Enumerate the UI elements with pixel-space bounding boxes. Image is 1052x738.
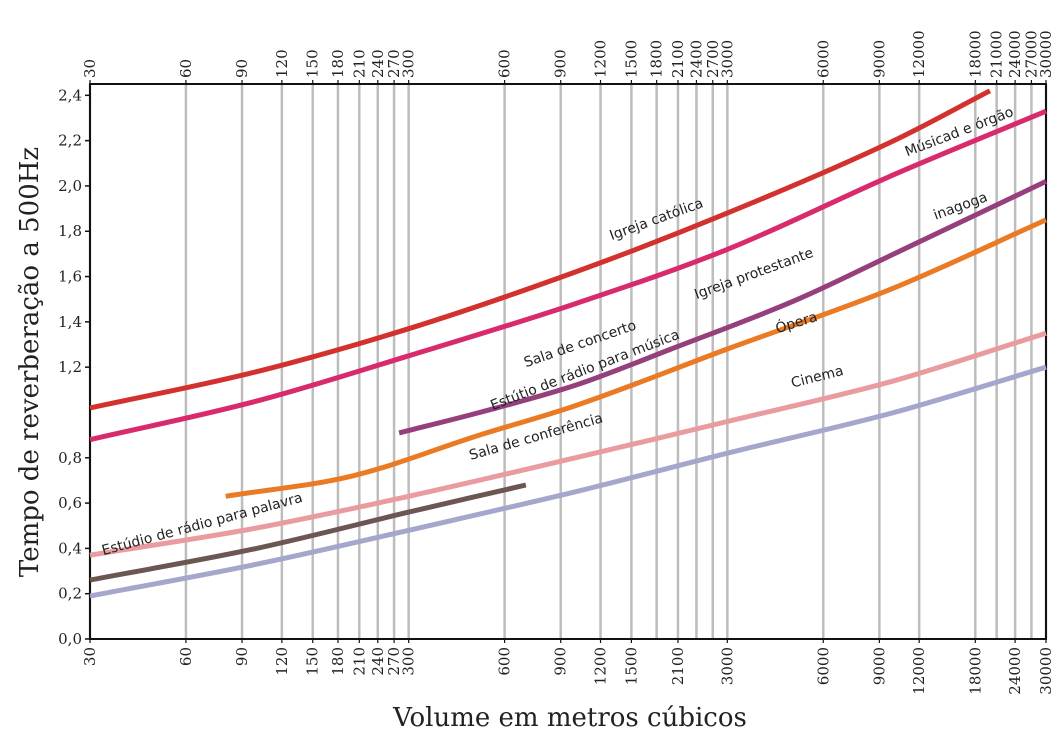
y-tick-label: 0,4 xyxy=(58,539,82,557)
x-tick-label-bottom: 300 xyxy=(400,647,418,676)
x-tick-label-bottom: 2100 xyxy=(669,647,687,685)
x-tick-label-top: 2700 xyxy=(704,40,722,78)
x-tick-label-top: 30000 xyxy=(1037,30,1052,78)
series-line-1 xyxy=(89,108,1047,443)
y-tick-label: 0,2 xyxy=(58,585,82,603)
x-tick-label-top: 18000 xyxy=(966,30,984,78)
x-tick-label-bottom: 60 xyxy=(177,647,195,666)
x-tick-label-bottom: 240 xyxy=(369,647,387,676)
x-tick-label-bottom: 210 xyxy=(350,647,368,676)
x-tick-label-bottom: 90 xyxy=(233,647,251,666)
x-tick-label-bottom: 30000 xyxy=(1037,647,1052,695)
series-lines xyxy=(89,88,1048,599)
x-tick-label-top: 210 xyxy=(350,49,368,78)
y-axis-title: Tempo de reverberação a 500Hz xyxy=(15,147,45,577)
x-tick-label-top: 9000 xyxy=(870,40,888,78)
x-tick-label-top: 150 xyxy=(304,49,322,78)
x-tick-label-top: 1800 xyxy=(648,40,666,78)
x-tick-label-bottom: 150 xyxy=(304,647,322,676)
y-tick-label: 1,4 xyxy=(58,313,82,331)
x-tick-label-top: 1500 xyxy=(622,40,640,78)
x-tick-label-bottom: 1500 xyxy=(622,647,640,685)
x-tick-label-bottom: 120 xyxy=(273,647,291,676)
x-tick-label-top: 60 xyxy=(177,59,195,78)
y-tick-label: 1,6 xyxy=(58,268,82,286)
x-tick-label-bottom: 6000 xyxy=(814,647,832,685)
x-tick-label-bottom: 270 xyxy=(385,647,403,676)
x-tick-label-bottom: 3000 xyxy=(718,647,736,685)
plot-frame xyxy=(89,83,1047,640)
x-axis-title: Volume em metros cúbicos xyxy=(392,703,747,733)
series-label: inagoga xyxy=(931,189,989,223)
vertical-gridlines xyxy=(88,84,1048,639)
x-tick-label-top: 900 xyxy=(552,49,570,78)
y-tick-label: 0,6 xyxy=(58,494,82,512)
x-tick-label-bottom: 24000 xyxy=(1006,647,1024,695)
x-tick-label-top: 21000 xyxy=(988,30,1006,78)
x-tick-label-top: 90 xyxy=(233,59,251,78)
series-line-2 xyxy=(398,179,1048,436)
x-tick-label-top: 2400 xyxy=(687,40,705,78)
x-tick-label-top: 300 xyxy=(400,49,418,78)
x-tick-label-top: 12000 xyxy=(910,30,928,78)
y-tick-label: 1,8 xyxy=(58,222,82,240)
series-line-9 xyxy=(89,482,527,583)
x-tick-label-bottom: 18000 xyxy=(966,647,984,695)
x-tick-label-top: 120 xyxy=(273,49,291,78)
x-tick-label-top: 27000 xyxy=(1022,30,1040,78)
series-line-6 xyxy=(225,217,1048,499)
x-tick-label-top: 240 xyxy=(369,49,387,78)
series-label: Cinema xyxy=(789,363,845,391)
x-tick-label-bottom: 900 xyxy=(552,647,570,676)
y-axis-ticks: 0,0 0,2 0,4 0,6 0,8 1,2 1,4 1,6 1,8 2,0 2,2 2,4 xyxy=(58,86,90,648)
y-tick-label: 0,0 xyxy=(58,630,82,648)
series-line-7 xyxy=(89,330,1047,558)
x-tick-label-bottom: 1200 xyxy=(592,647,610,685)
series-label: Ópera xyxy=(773,307,819,337)
x-tick-label-top: 24000 xyxy=(1006,30,1024,78)
x-tick-label-top: 270 xyxy=(385,49,403,78)
x-tick-label-top: 6000 xyxy=(814,40,832,78)
x-tick-label-top: 2100 xyxy=(669,40,687,78)
x-tick-label-bottom: 12000 xyxy=(910,647,928,695)
x-tick-label-top: 30 xyxy=(81,59,99,78)
x-tick-label-top: 1200 xyxy=(592,40,610,78)
x-tick-label-bottom: 600 xyxy=(496,647,514,676)
y-tick-label: 2,4 xyxy=(58,86,82,104)
x-tick-label-bottom: 9000 xyxy=(870,647,888,685)
y-tick-label: 1,2 xyxy=(58,358,82,376)
x-tick-label-top: 180 xyxy=(329,49,347,78)
x-tick-label-top: 3000 xyxy=(718,40,736,78)
x-tick-label-bottom: 30 xyxy=(81,647,99,666)
y-tick-label: 2,0 xyxy=(58,177,82,195)
y-tick-label: 0,8 xyxy=(58,449,82,467)
series-line-8 xyxy=(89,364,1047,599)
x-tick-label-bottom: 180 xyxy=(329,647,347,676)
series-line-0 xyxy=(89,88,992,411)
y-tick-label: 2,2 xyxy=(58,132,82,150)
x-tick-label-top: 600 xyxy=(496,49,514,78)
